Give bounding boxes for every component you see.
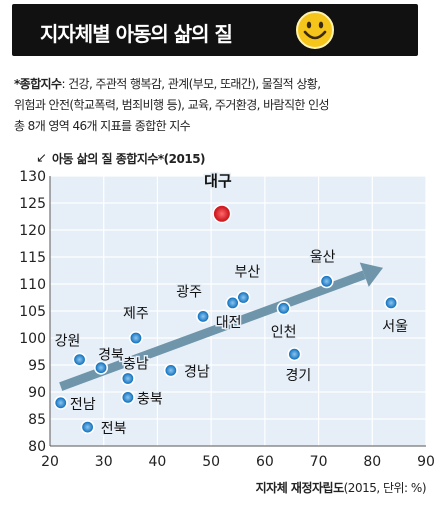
x-tick-label: 20 [41, 454, 59, 470]
y-tick-label: 125 [19, 196, 46, 212]
x-tick-label: 60 [256, 454, 274, 470]
data-point-label: 강원 [55, 334, 81, 350]
x-axis-label: 지자체 재정자립도(2015, 단위: %) [256, 480, 426, 495]
footnote-line-1: : 건강, 주관적 행복감, 관계(부모, 또래간), 물질적 상황, [61, 77, 321, 91]
data-point [82, 421, 93, 433]
tick-labels: 80 85 90 95 100 105 110 115 120 125 130 20 30 40 50 60 7… [19, 169, 435, 470]
x-tick-label: 30 [95, 454, 113, 470]
y-tick-label: 110 [19, 277, 46, 293]
data-point [165, 364, 177, 376]
data-point [74, 354, 85, 366]
y-tick-label: 115 [19, 250, 46, 266]
data-point-label: 광주 [176, 284, 202, 300]
data-point-highlight [213, 205, 230, 222]
data-point [55, 397, 67, 409]
y-tick-label: 120 [19, 223, 46, 239]
y-tick-label: 100 [19, 331, 46, 347]
x-axis-label-main: 지자체 재정자립도 [256, 480, 344, 495]
trend-arrow-shaft [59, 270, 366, 391]
y-tick-label: 90 [28, 385, 46, 401]
data-point [321, 275, 333, 287]
footnote-line-3: 총 8개 영역 46개 지표를 종합한 지수 [14, 119, 191, 133]
x-tick-label: 70 [310, 454, 328, 470]
page-title: 지자체별 아동의 삶의 질 [40, 22, 233, 46]
data-point [197, 310, 209, 322]
trend-arrow-head [359, 262, 384, 287]
data-point [122, 391, 134, 403]
y-tick-label: 95 [28, 358, 46, 374]
data-point-label: 전남 [70, 397, 96, 413]
data-point-label: 서울 [382, 319, 408, 335]
x-tick-label: 90 [417, 454, 435, 470]
data-point-label: 부산 [234, 265, 260, 281]
data-point-label: 전북 [101, 421, 127, 437]
data-point-label: 제주 [123, 306, 149, 322]
data-point [130, 332, 142, 344]
data-point-label: 경기 [286, 368, 312, 384]
index-footnote: *종합지수: 건강, 주관적 행복감, 관계(부모, 또래간), 물질적 상황,… [14, 74, 430, 137]
x-tick-label: 80 [363, 454, 381, 470]
y-tick-label: 80 [28, 439, 46, 455]
smiley-face-icon [296, 11, 334, 49]
data-point-label: 대전 [216, 315, 242, 331]
data-point-label: 대구 [204, 172, 232, 190]
data-point-label: 인천 [271, 324, 297, 340]
y-tick-label: 130 [19, 169, 46, 185]
axes [49, 176, 426, 447]
data-point [278, 302, 290, 314]
data-point-label: 경북 [98, 348, 124, 364]
x-tick-label: 50 [202, 454, 220, 470]
axis-titles: ↙ 아동 삶의 질 종합지수*(2015) 지자체 재정자립도(2015, 단위… [36, 151, 427, 495]
y-tick-label: 85 [28, 412, 46, 428]
data-point-label: 울산 [310, 249, 336, 265]
data-point [237, 292, 249, 303]
y-axis-label: 아동 삶의 질 종합지수*(2015) [52, 151, 205, 166]
footnote-label: *종합지수 [14, 77, 62, 91]
data-point [288, 348, 300, 360]
data-point [95, 362, 107, 374]
data-point-label: 경남 [184, 364, 210, 380]
footnote-line-2: 위험과 안전(학교폭력, 범죄비행 등), 교육, 주거환경, 바람직한 인성 [14, 98, 330, 112]
data-point [227, 297, 239, 309]
title-bar: 지자체별 아동의 삶의 질 [12, 4, 418, 56]
data-point-label: 충북 [137, 391, 163, 407]
data-point-label: 충남 [123, 357, 149, 373]
x-axis-label-unit: (2015, 단위: %) [344, 481, 426, 495]
y-axis-arrow-icon: ↙ [36, 151, 47, 166]
x-tick-label: 40 [149, 454, 167, 470]
data-point [122, 373, 134, 384]
trend-arrow [59, 262, 384, 391]
data-points [53, 204, 399, 435]
y-tick-label: 105 [19, 304, 46, 320]
data-point [385, 297, 397, 309]
